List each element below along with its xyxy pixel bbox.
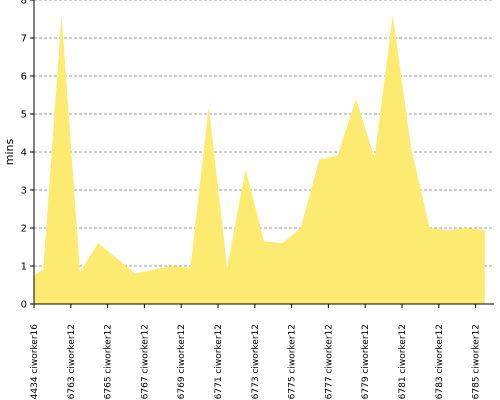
x-tick-label: #6771 ciworker12: [214, 324, 224, 400]
x-tick-label: #4434 ciworker16: [30, 324, 40, 400]
x-tick-label: #6775 ciworker12: [288, 324, 298, 400]
y-tick-labels: 0 1 2 3 4 5 6 7 8: [21, 0, 34, 311]
x-tick-labels: #4434 ciworker16 #6763 ciworker12 #6765 ci…: [30, 304, 482, 400]
chart-areas: [34, 15, 485, 304]
y-tick-label: 3: [21, 186, 27, 197]
y-tick-label: 2: [21, 224, 27, 235]
x-tick-label: #6779 ciworker12: [361, 324, 371, 400]
x-tick-label: #6767 ciworker12: [140, 324, 150, 400]
x-tick-label: #6781 ciworker12: [398, 324, 408, 400]
x-tick-label: #6785 ciworker12: [472, 324, 482, 400]
grid-lines: [34, 0, 494, 267]
x-tick-label: #6777 ciworker12: [324, 324, 334, 400]
y-tick-label: 6: [21, 72, 27, 83]
x-tick-label: #6783 ciworker12: [435, 324, 445, 400]
y-axis-label: mins: [3, 138, 16, 165]
x-tick-label: #6763 ciworker12: [67, 324, 77, 400]
x-tick-label: #6765 ciworker12: [104, 324, 114, 400]
y-tick-label: 0: [21, 300, 27, 311]
y-tick-label: 8: [21, 0, 27, 7]
x-tick-label: #6773 ciworker12: [251, 324, 261, 400]
y-tick-label: 4: [21, 148, 27, 159]
y-tick-label: 5: [21, 110, 27, 121]
series-area-1: [34, 15, 485, 304]
y-tick-label: 1: [21, 262, 27, 273]
x-tick-label: #6769 ciworker12: [177, 324, 187, 400]
y-tick-label: 7: [21, 34, 27, 45]
